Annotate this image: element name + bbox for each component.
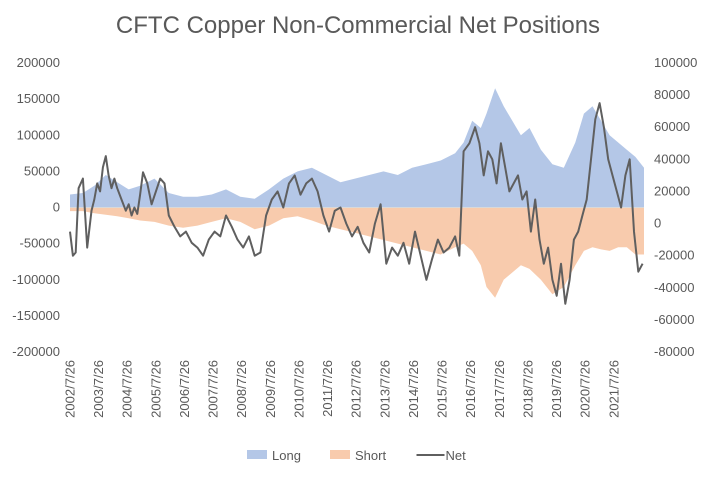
- x-tick-label: 2007/7/26: [206, 360, 221, 418]
- x-tick-label: 2016/7/26: [463, 360, 478, 418]
- x-tick-label: 2002/7/26: [62, 360, 77, 418]
- x-tick-label: 2012/7/26: [349, 360, 364, 418]
- x-tick-label: 2004/7/26: [120, 360, 135, 418]
- x-tick-label: 2021/7/26: [606, 360, 621, 418]
- legend-label-net: Net: [446, 448, 467, 463]
- net-line-layer: [69, 102, 644, 305]
- left-axis-ticks: 200000 150000 100000 50000 0 -50000 -100000 -15…: [12, 55, 60, 359]
- y-right-tick-label: 0: [654, 216, 661, 231]
- y-left-tick-label: 50000: [24, 163, 60, 178]
- y-right-tick-label: -80000: [654, 344, 694, 359]
- y-left-tick-label: 100000: [17, 127, 60, 142]
- y-left-tick-label: -200000: [12, 344, 60, 359]
- y-right-tick-label: -20000: [654, 248, 694, 263]
- x-tick-label: 2010/7/26: [292, 360, 307, 418]
- y-left-tick-label: -50000: [20, 236, 60, 251]
- right-axis-ticks: 100000 80000 60000 40000 20000 0 -20000 -40000 -…: [654, 55, 697, 359]
- x-tick-label: 2005/7/26: [148, 360, 163, 418]
- legend: Long Short Net: [247, 448, 466, 463]
- x-tick-label: 2013/7/26: [377, 360, 392, 418]
- y-right-tick-label: 60000: [654, 119, 690, 134]
- y-left-tick-label: -100000: [12, 272, 60, 287]
- y-right-tick-label: 20000: [654, 183, 690, 198]
- y-left-tick-label: -150000: [12, 308, 60, 323]
- x-tick-label: 2018/7/26: [521, 360, 536, 418]
- series-area-long: [70, 88, 644, 208]
- y-right-tick-label: -40000: [654, 280, 694, 295]
- legend-swatch-short: [330, 450, 350, 459]
- x-tick-label: 2020/7/26: [578, 360, 593, 418]
- series-area-short: [70, 207, 644, 298]
- x-tick-label: 2006/7/26: [177, 360, 192, 418]
- x-tick-label: 2017/7/26: [492, 360, 507, 418]
- x-tick-label: 2008/7/26: [234, 360, 249, 418]
- x-tick-label: 2015/7/26: [435, 360, 450, 418]
- x-tick-label: 2003/7/26: [91, 360, 106, 418]
- x-axis-ticks: 2002/7/26 2003/7/26 2004/7/26 2005/7/26 2006…: [62, 360, 621, 418]
- y-right-tick-label: 100000: [654, 55, 697, 70]
- x-tick-label: 2014/7/26: [406, 360, 421, 418]
- y-left-tick-label: 200000: [17, 55, 60, 70]
- x-tick-label: 2011/7/26: [320, 360, 335, 417]
- legend-label-long: Long: [272, 448, 301, 463]
- y-right-tick-label: 40000: [654, 151, 690, 166]
- legend-label-short: Short: [355, 448, 386, 463]
- y-right-tick-label: -60000: [654, 312, 694, 327]
- legend-swatch-long: [247, 450, 267, 459]
- x-tick-label: 2019/7/26: [549, 360, 564, 418]
- y-left-tick-label: 0: [53, 200, 60, 215]
- y-right-tick-label: 80000: [654, 87, 690, 102]
- series-line-net: [69, 102, 644, 305]
- y-left-tick-label: 150000: [17, 91, 60, 106]
- chart-title: CFTC Copper Non-Commercial Net Positions: [116, 12, 600, 39]
- x-tick-label: 2009/7/26: [263, 360, 278, 418]
- area-layer: [70, 88, 644, 298]
